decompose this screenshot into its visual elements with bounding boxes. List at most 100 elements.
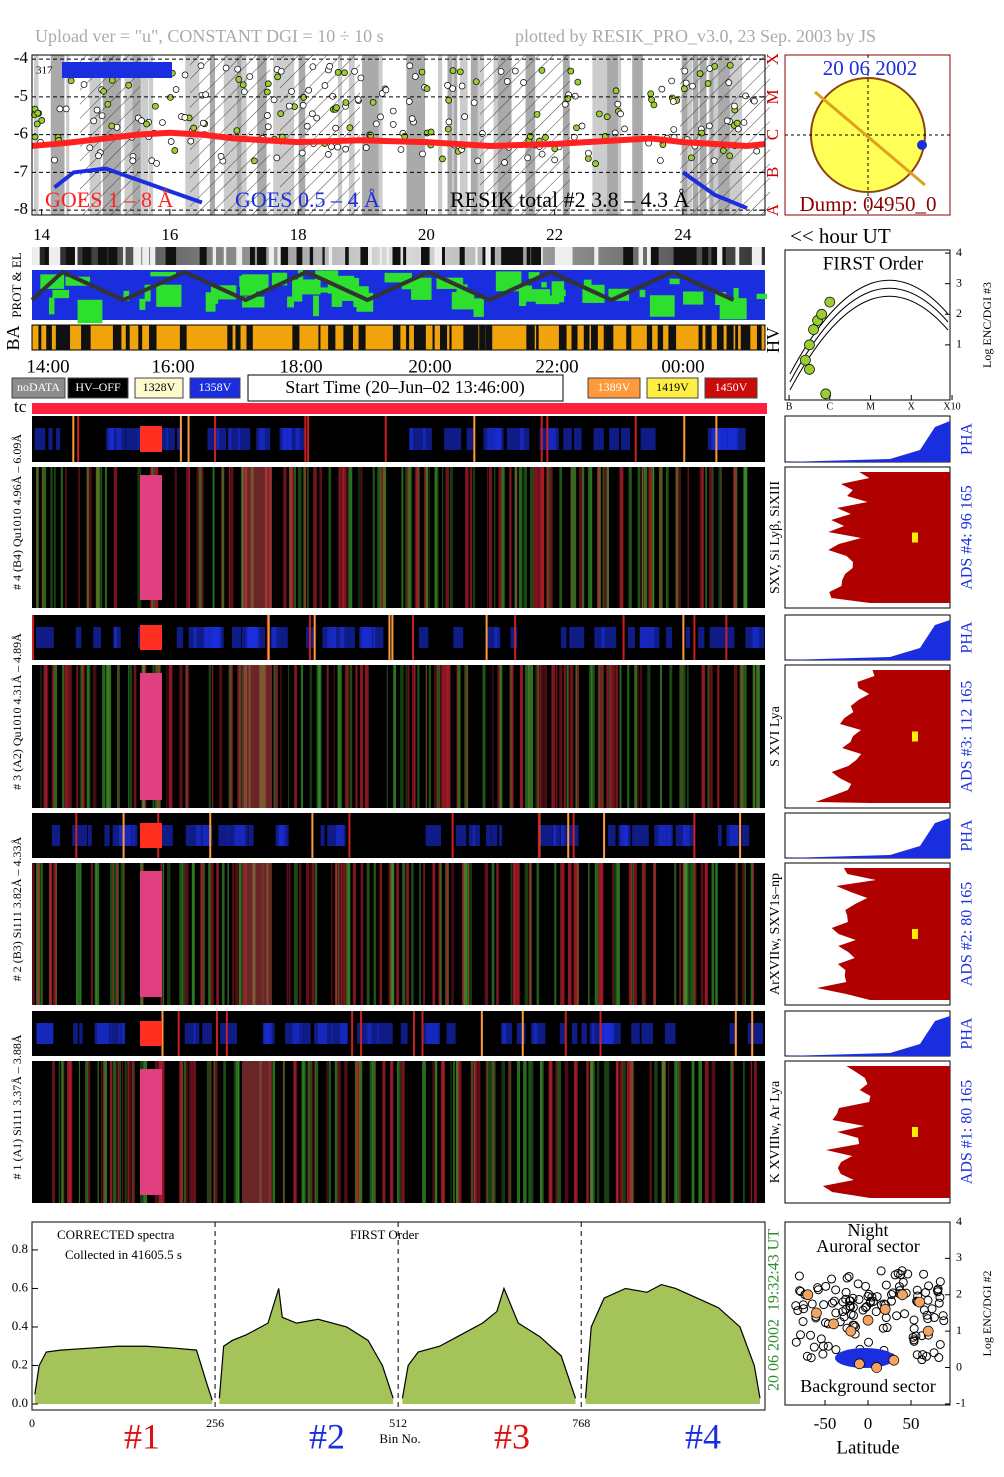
decor-stripe <box>65 247 75 265</box>
series-line <box>31 129 766 149</box>
decor-stripe <box>193 627 209 648</box>
decor-flare <box>140 1069 162 1195</box>
decor-stripe <box>124 1061 127 1203</box>
decor-stripe <box>304 416 307 462</box>
decor-dot <box>740 119 748 126</box>
decor-stripe <box>498 467 501 608</box>
decor-stripe <box>606 665 609 808</box>
decor-stripe <box>575 1061 577 1203</box>
decor-stripe <box>310 863 312 1005</box>
decor-dot <box>912 1350 922 1360</box>
decor-stripe <box>81 665 84 808</box>
decor-stripe <box>678 1061 682 1203</box>
decor-stripe <box>642 863 645 1005</box>
decor-stripe <box>360 247 366 265</box>
decor-stripe <box>216 428 227 450</box>
decor-dot <box>277 110 285 117</box>
decor-stripe <box>241 627 260 648</box>
decor-dot <box>919 1305 929 1315</box>
y-tick-label: 1 <box>956 337 962 351</box>
decor-stripe <box>555 1061 558 1203</box>
decor-stripe <box>667 467 669 608</box>
decor-flare <box>242 665 272 808</box>
sun-point <box>917 140 927 150</box>
decor-stripe <box>631 1023 640 1044</box>
decor-dot <box>369 98 377 106</box>
decor-stripe <box>632 825 649 846</box>
pha-label: PHA <box>959 1017 976 1049</box>
decor-dot <box>938 1311 948 1321</box>
decor-stripe <box>626 325 632 350</box>
lines-label: K XVIIIw, Ar Lya <box>768 1080 783 1183</box>
decor-stripe <box>311 287 332 293</box>
decor-stripe <box>493 1061 496 1203</box>
decor-stripe <box>113 467 118 608</box>
decor-dot <box>831 1345 841 1355</box>
decor-stripe <box>346 325 353 350</box>
decor-dot <box>511 67 519 75</box>
decor-stripe <box>510 627 518 648</box>
decor-stripe <box>305 281 319 295</box>
decor-stripe <box>611 665 615 808</box>
decor-dot <box>246 73 254 80</box>
decor-stripe <box>256 428 271 450</box>
decor-stripe <box>211 665 214 808</box>
decor-stripe <box>335 863 338 1005</box>
decor-stripe <box>648 467 653 608</box>
decor-stripe <box>659 467 663 608</box>
section-label: #4 <box>685 1416 721 1456</box>
decor-dot <box>876 1266 886 1276</box>
y-tick-label: 0.0 <box>12 1395 28 1410</box>
decor-stripe <box>649 295 675 317</box>
decor-stripe <box>439 665 443 808</box>
detector-label: # 2 (B3) Si111 3.82Å – 4.33Å <box>10 836 24 981</box>
time-label: 16:00 <box>151 356 194 377</box>
legend-swatch <box>189 377 241 399</box>
decor-dot <box>828 1298 838 1308</box>
stamp-date: 20 06 2002 <box>766 1319 783 1391</box>
decor-stripe <box>470 1061 474 1203</box>
decor-stripe <box>558 325 567 350</box>
decor-stripe <box>113 1061 117 1203</box>
decor-stripe <box>603 467 607 608</box>
decor-dot <box>367 131 374 139</box>
decor-stripe <box>425 467 428 608</box>
decor-dot <box>152 102 159 110</box>
strip-label: PROT & EL <box>9 252 24 318</box>
decor-stripe <box>605 1061 610 1203</box>
decor-stripe <box>447 55 453 215</box>
decor-stripe <box>272 1061 276 1203</box>
decor-stripe <box>518 290 527 307</box>
decor-stripe <box>464 665 468 808</box>
y2-tick-label: B <box>763 167 782 178</box>
decor-stripe <box>331 1023 348 1044</box>
decor-stripe <box>270 627 277 648</box>
decor-dot <box>324 151 332 158</box>
decor-stripe <box>501 1061 506 1203</box>
decor-stripe <box>296 247 303 265</box>
decor-dot <box>449 85 457 92</box>
decor-stripe <box>235 1061 240 1203</box>
spectrum-line <box>34 1283 761 1401</box>
decor-dot <box>288 88 295 95</box>
decor-stripe <box>534 467 538 608</box>
decor-stripe <box>205 627 219 648</box>
decor-dot <box>726 152 734 160</box>
decor-stripe <box>328 1061 331 1203</box>
decor-stripe <box>400 665 404 808</box>
decor-dot <box>138 117 145 124</box>
decor-stripe <box>373 863 377 1005</box>
decor-stripe <box>132 1061 135 1203</box>
decor-dot <box>108 76 116 84</box>
decor-stripe <box>357 1023 372 1044</box>
decor-dot <box>274 73 281 81</box>
decor-stripe <box>130 1061 132 1203</box>
decor-stripe <box>509 467 512 608</box>
decor-stripe <box>60 1061 65 1203</box>
decor-stripe <box>212 247 217 265</box>
decor-stripe <box>386 247 389 265</box>
scatter-point <box>816 308 828 320</box>
decor-dot <box>439 155 446 163</box>
decor-stripe <box>702 665 706 808</box>
decor-stripe <box>733 428 746 450</box>
